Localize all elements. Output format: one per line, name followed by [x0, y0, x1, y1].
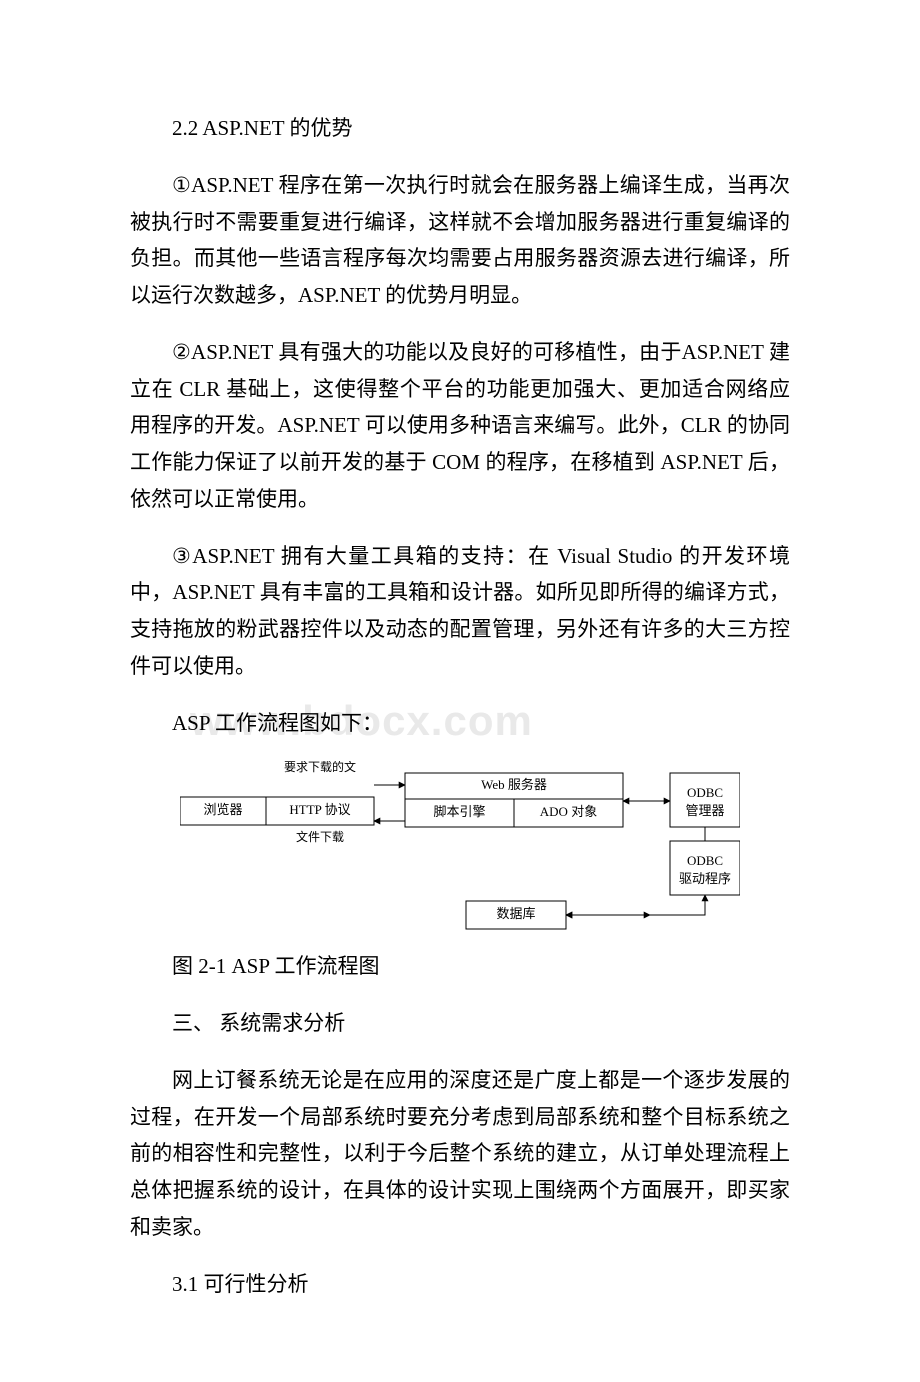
document-page: 2.2 ASP.NET 的优势 ①ASP.NET 程序在第一次执行时就会在服务器…: [0, 0, 920, 1382]
figure-caption: 图 2-1 ASP 工作流程图: [130, 948, 790, 985]
svg-text:要求下载的文: 要求下载的文: [284, 761, 356, 774]
asp-flowchart: 浏览器 HTTP 协议 Web 服务器脚本引擎 ADO 对象 ODBC 管理器 ODBC 驱动…: [180, 761, 740, 936]
svg-text:浏览器: 浏览器: [203, 802, 242, 817]
section-3-title: 三、 系统需求分析: [130, 1005, 790, 1042]
svg-text:ODBC: ODBC: [687, 785, 723, 800]
paragraph-2: ②ASP.NET 具有强大的功能以及良好的可移植性，由于ASP.NET 建立在 …: [130, 334, 790, 518]
svg-text:脚本引擎: 脚本引擎: [433, 804, 485, 819]
svg-text:ODBC: ODBC: [687, 853, 723, 868]
svg-text:数据库: 数据库: [496, 906, 535, 921]
svg-text:管理器: 管理器: [685, 803, 724, 818]
svg-text:HTTP 协议: HTTP 协议: [289, 802, 350, 817]
section-2-2-title: 2.2 ASP.NET 的优势: [130, 110, 790, 147]
paragraph-1: ①ASP.NET 程序在第一次执行时就会在服务器上编译生成，当再次被执行时不需要…: [130, 167, 790, 314]
svg-text:文件下载: 文件下载: [296, 829, 344, 844]
paragraph-3: ③ASP.NET 拥有大量工具箱的支持：在 Visual Studio 的开发环…: [130, 538, 790, 685]
svg-text:ADO 对象: ADO 对象: [540, 804, 597, 819]
paragraph-4: ASP 工作流程图如下：: [130, 705, 790, 742]
svg-text:驱动程序: 驱动程序: [679, 871, 731, 886]
section-3-1-title: 3.1 可行性分析: [130, 1266, 790, 1303]
watermark-region: www.bdocx.com ASP 工作流程图如下：: [130, 705, 790, 742]
flowchart-svg: 浏览器 HTTP 协议 Web 服务器脚本引擎 ADO 对象 ODBC 管理器 ODBC 驱动…: [180, 761, 740, 931]
svg-text:Web 服务器: Web 服务器: [481, 777, 547, 792]
paragraph-5: 网上订餐系统无论是在应用的深度还是广度上都是一个逐步发展的过程，在开发一个局部系…: [130, 1062, 790, 1246]
